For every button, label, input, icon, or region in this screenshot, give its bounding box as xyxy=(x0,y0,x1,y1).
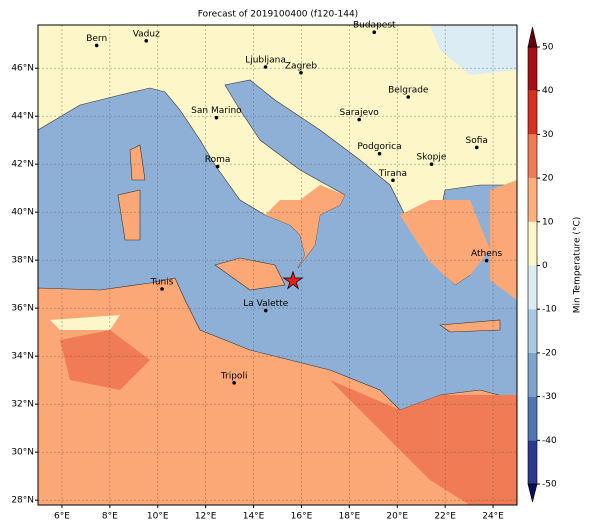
colorbar-band xyxy=(528,309,537,353)
x-tick-label: 14°E xyxy=(243,512,265,522)
city-dot xyxy=(144,39,149,43)
colorbar-tick-label: -10 xyxy=(542,305,557,315)
x-tick-label: 22°E xyxy=(434,512,456,522)
sardinia xyxy=(117,189,141,241)
city-label: Vaduz xyxy=(133,29,160,39)
city-dot xyxy=(391,178,395,183)
x-tick-label: 20°E xyxy=(386,512,408,522)
city-dot xyxy=(263,65,268,69)
warm-area xyxy=(330,380,517,505)
y-tick-label: 46°N xyxy=(11,64,34,74)
x-tick-label: 16°E xyxy=(291,512,313,522)
y-tick-label: 32°N xyxy=(11,400,34,410)
colorbar-label: Min Temperature (°C) xyxy=(573,217,583,314)
city-label: Budapest xyxy=(353,21,396,31)
city-dot xyxy=(94,43,99,48)
x-tick-label: 18°E xyxy=(339,512,361,522)
city-dot xyxy=(214,115,219,120)
forecast-star xyxy=(282,270,304,290)
city-dot xyxy=(372,30,377,34)
cold-land xyxy=(430,25,517,75)
city-label: Zagreb xyxy=(285,61,317,71)
x-tick-label: 10°E xyxy=(147,512,169,522)
y-tick-label: 28°N xyxy=(11,496,34,506)
colorbar-tick-label: -20 xyxy=(542,348,557,358)
colorbar-band xyxy=(528,90,537,135)
crete xyxy=(439,319,501,333)
south-italy xyxy=(265,185,345,268)
colorbar-tick-label: -50 xyxy=(542,480,557,490)
map-title: Forecast of 2019100400 (f120-144) xyxy=(198,10,358,20)
colorbar-tick-label: -30 xyxy=(542,392,557,402)
city-dot xyxy=(299,70,303,75)
colorbar-tick-label: 10 xyxy=(542,217,554,227)
city-dot xyxy=(377,151,382,156)
city-label: Skopje xyxy=(417,153,447,163)
city-dot xyxy=(406,95,411,99)
city-label: Podgorica xyxy=(357,142,401,152)
city-dot xyxy=(474,145,479,150)
colorbar-tick-label: 0 xyxy=(542,261,548,271)
city-label: Sofia xyxy=(466,136,488,146)
colorbar-extend xyxy=(527,26,538,48)
y-tick-label: 38°N xyxy=(11,256,34,266)
city-label: Ljubljana xyxy=(245,56,286,66)
x-tick-label: 12°E xyxy=(195,512,217,522)
colorbar-band xyxy=(528,396,537,441)
colorbar-band xyxy=(528,352,537,397)
turkey xyxy=(490,180,517,300)
y-tick-label: 40°N xyxy=(11,208,34,218)
y-tick-label: 34°N xyxy=(11,352,34,362)
map-area xyxy=(38,25,517,505)
city-label: Tunis xyxy=(150,278,174,288)
city-label: Sarajevo xyxy=(340,108,380,118)
colorbar-band xyxy=(528,47,537,91)
colorbar-tick-label: 30 xyxy=(542,130,554,140)
y-tick-label: 30°N xyxy=(11,448,34,458)
city-dot xyxy=(215,164,220,169)
colorbar-tick-label: 50 xyxy=(542,43,554,53)
city-label: La Valette xyxy=(243,299,288,309)
city-dot xyxy=(160,287,164,291)
colorbar-band xyxy=(528,178,537,222)
colorbar-tick-label: -40 xyxy=(542,436,557,446)
city-dot xyxy=(429,162,434,166)
city-label: San Marino xyxy=(191,106,242,116)
warm-area xyxy=(60,330,150,390)
city-label: Athens xyxy=(471,249,502,259)
city-dot xyxy=(357,117,361,122)
colorbar-tick-label: 20 xyxy=(542,174,554,184)
mild-area xyxy=(50,315,120,330)
city-dot xyxy=(232,381,236,385)
y-tick-label: 36°N xyxy=(11,304,34,314)
y-tick-label: 42°N xyxy=(11,160,34,170)
map-frame xyxy=(37,24,518,506)
corsica xyxy=(129,144,146,181)
sicily xyxy=(214,257,286,291)
colorbar-tick-label: 40 xyxy=(542,86,554,96)
city-label: Bern xyxy=(86,34,107,44)
city-label: Roma xyxy=(205,155,231,165)
x-tick-label: 8°E xyxy=(102,512,118,522)
city-dot xyxy=(263,308,268,313)
colorbar-band xyxy=(528,440,537,484)
city-label: Belgrade xyxy=(388,86,429,96)
y-tick-label: 44°N xyxy=(11,112,34,122)
colorbar-extend xyxy=(527,483,538,503)
x-tick-label: 24°E xyxy=(482,512,504,522)
colorbar-band xyxy=(528,221,537,266)
city-label: Tirana xyxy=(378,169,407,179)
grid xyxy=(38,25,517,505)
x-tick-label: 6°E xyxy=(54,512,70,522)
colorbar-band xyxy=(528,134,537,179)
city-label: Tripoli xyxy=(220,371,248,381)
colorbar-band xyxy=(528,265,537,310)
city-dot xyxy=(484,258,489,263)
